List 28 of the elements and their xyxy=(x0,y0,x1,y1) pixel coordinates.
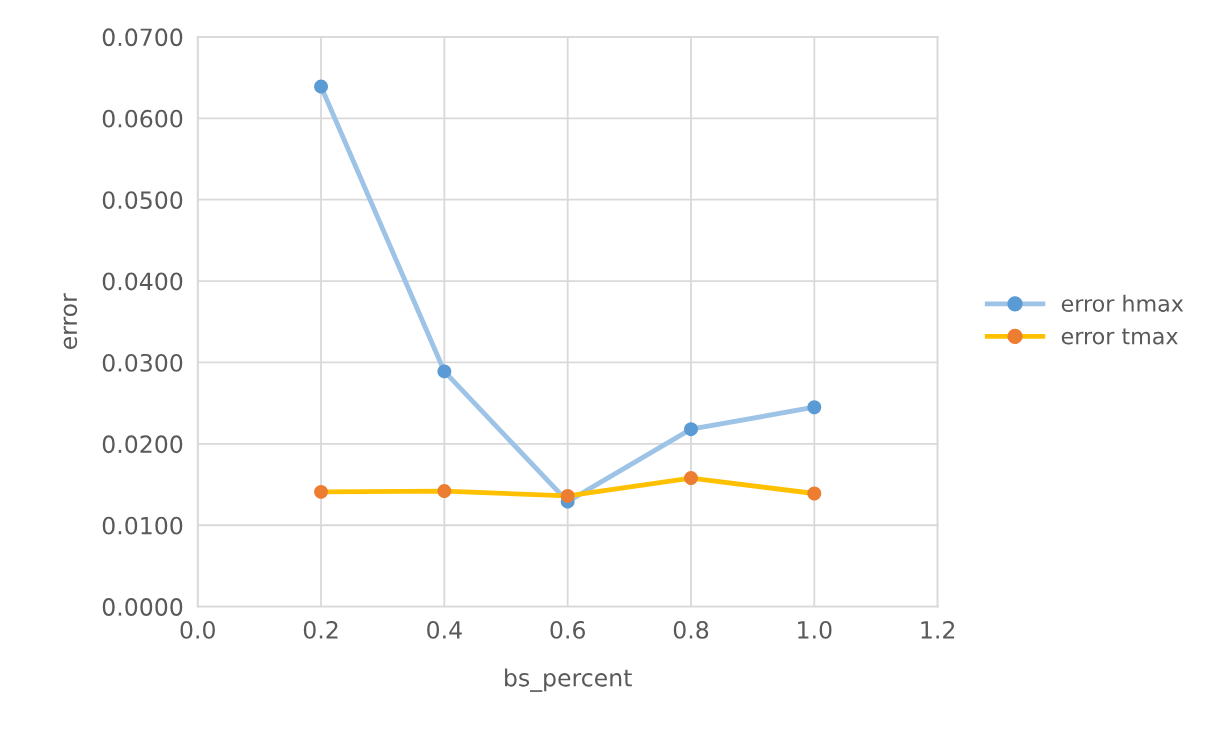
x-tick-label: 0.4 xyxy=(427,620,462,639)
legend-label: error tmax xyxy=(1061,328,1178,345)
y-tick-label: 0.0400 xyxy=(102,272,183,291)
x-tick-label: 0.2 xyxy=(303,620,338,639)
x-tick-label: 1.0 xyxy=(798,620,832,639)
y-tick-label: 0.0300 xyxy=(102,353,183,372)
point xyxy=(684,422,698,437)
point xyxy=(684,471,698,485)
x-tick-label: 0.0 xyxy=(180,620,215,639)
point xyxy=(314,484,328,499)
x-tick-label: 0.6 xyxy=(550,620,585,639)
x-axis-title: bs_percent xyxy=(505,668,632,692)
y-tick-label: 0.0100 xyxy=(102,516,183,535)
point xyxy=(807,400,822,415)
legend-label: error hmax xyxy=(1061,294,1184,312)
point xyxy=(807,486,822,501)
y-tick-label: 0.0500 xyxy=(102,191,183,209)
point xyxy=(560,489,575,503)
x-tick-label: 1.2 xyxy=(921,620,955,639)
point xyxy=(437,364,452,379)
y-axis-title: error xyxy=(63,293,78,350)
point xyxy=(437,484,452,499)
x-tick-label: 0.8 xyxy=(673,620,709,639)
y-tick-label: 0.0200 xyxy=(102,435,183,454)
point xyxy=(314,79,328,94)
y-tick-label: 0.0700 xyxy=(102,28,183,47)
y-tick-label: 0.0000 xyxy=(102,598,183,616)
y-tick-label: 0.0600 xyxy=(102,109,183,128)
